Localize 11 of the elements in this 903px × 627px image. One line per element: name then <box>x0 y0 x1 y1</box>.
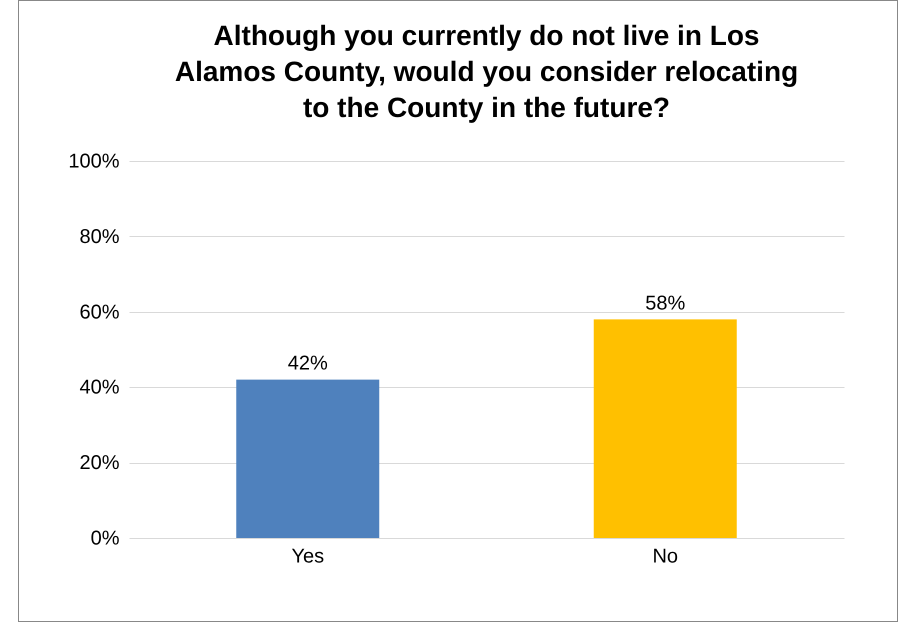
y-tick-label: 100% <box>68 150 120 172</box>
data-label: 58% <box>645 292 686 314</box>
x-tick-label: No <box>652 546 678 568</box>
chart-title: Although you currently do not live in Los Alamos County, would you consider relocating to the County in the future? <box>174 20 798 123</box>
y-tick-label: 40% <box>79 376 120 399</box>
data-label: 42% <box>288 352 328 375</box>
y-tick-label: 60% <box>79 301 120 324</box>
y-tick-label: 20% <box>79 452 120 474</box>
x-tick-label: Yes <box>291 546 324 568</box>
y-tick-label: 0% <box>90 528 120 550</box>
y-tick-label: 80% <box>79 226 120 248</box>
